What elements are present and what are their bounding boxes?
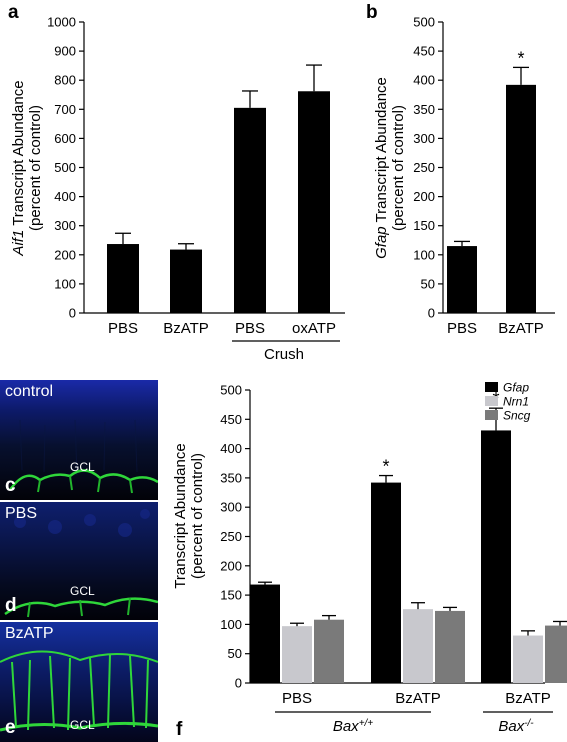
panel-letter-b: b — [366, 2, 378, 23]
chart-b-ylabel-line2: (percent of control) — [390, 105, 407, 231]
y-tick-label: 250 — [413, 160, 435, 175]
panel-letter-c: c — [5, 475, 16, 496]
y-tick-label: 450 — [220, 412, 242, 427]
y-tick-label: 400 — [220, 441, 242, 456]
y-tick-label: 0 — [69, 306, 76, 321]
y-tick-label: 150 — [220, 588, 242, 603]
legend-label-sncg: Sncg — [503, 409, 531, 423]
bar — [447, 246, 477, 313]
chart-f-ylabel: Transcript Abundance — [172, 443, 189, 588]
micrograph-control-gcl-label: GCL — [70, 460, 95, 474]
x-category-label: PBS — [235, 320, 265, 337]
micrograph-pbs-label: PBS — [5, 505, 38, 522]
x-category-label: oxATP — [292, 320, 336, 337]
x-category-label: BzATP — [395, 690, 441, 707]
chart-b-ylabel-gene: Gfap — [373, 226, 390, 259]
chart-f-ylabel-line2: (percent of control) — [189, 453, 206, 579]
group-label: Crush — [264, 346, 304, 363]
legend-swatch-sncg — [485, 410, 498, 420]
micrograph-control-image — [0, 380, 158, 500]
bar — [107, 244, 139, 313]
y-tick-label: 350 — [413, 102, 435, 117]
bar-gfap — [250, 584, 280, 683]
genotype-label: Bax+/+ — [333, 718, 373, 736]
chart-a-ylabel-line2: (percent of control) — [27, 105, 44, 231]
micrograph-pbs: PBS GCL d — [0, 502, 158, 620]
panel-letter-a: a — [8, 2, 19, 23]
x-category-label: PBS — [447, 320, 477, 337]
bar-gfap — [371, 482, 401, 683]
bar — [170, 249, 202, 313]
micrograph-pbs-gcl-label: GCL — [70, 584, 95, 598]
significance-star: * — [492, 389, 499, 409]
legend-label-gfap: Gfap — [503, 381, 529, 395]
genotype-label: Bax-/- — [498, 718, 534, 736]
bar-nrn1 — [513, 635, 543, 683]
y-tick-label: 300 — [413, 131, 435, 146]
y-tick-label: 500 — [413, 15, 435, 30]
y-tick-label: 100 — [220, 617, 242, 632]
y-tick-label: 300 — [54, 218, 76, 233]
y-tick-label: 250 — [220, 529, 242, 544]
significance-star: * — [517, 48, 524, 68]
x-category-label: BzATP — [498, 320, 544, 337]
y-tick-label: 200 — [413, 189, 435, 204]
y-tick-label: 600 — [54, 131, 76, 146]
y-tick-label: 500 — [54, 160, 76, 175]
y-tick-label: 300 — [220, 500, 242, 515]
y-tick-label: 350 — [220, 470, 242, 485]
y-tick-label: 200 — [54, 247, 76, 262]
panel-letter-f: f — [176, 719, 183, 740]
micrograph-bzatp-image — [0, 622, 158, 742]
y-tick-label: 150 — [413, 218, 435, 233]
y-tick-label: 0 — [428, 306, 435, 321]
bar — [234, 107, 266, 313]
y-tick-label: 100 — [413, 247, 435, 262]
bar-nrn1 — [282, 626, 312, 683]
bar-gfap — [481, 430, 511, 683]
chart-b-ylabel: Gfap Transcript Abundance — [373, 77, 390, 259]
legend-swatch-nrn1 — [485, 396, 498, 406]
chart-b-ylabel-rest: Transcript Abundance — [373, 77, 390, 226]
panel-letter-d: d — [5, 595, 17, 616]
y-tick-label: 0 — [235, 676, 242, 691]
bar — [298, 91, 330, 314]
y-tick-label: 1000 — [47, 15, 76, 30]
micrograph-bzatp-label: BzATP — [5, 625, 54, 642]
x-category-label: PBS — [108, 320, 138, 337]
y-tick-label: 50 — [228, 646, 242, 661]
bar-sncg — [314, 619, 344, 683]
y-tick-label: 400 — [413, 73, 435, 88]
panel-letter-e: e — [5, 717, 16, 738]
micrograph-bzatp: BzATP GCL e — [0, 622, 158, 742]
y-tick-label: 50 — [421, 276, 435, 291]
y-tick-label: 450 — [413, 44, 435, 59]
bar-sncg — [545, 625, 567, 683]
y-tick-label: 200 — [220, 558, 242, 573]
y-tick-label: 800 — [54, 73, 76, 88]
legend-label-nrn1: Nrn1 — [503, 395, 529, 409]
bar-sncg — [435, 610, 465, 683]
x-category-label: BzATP — [163, 320, 209, 337]
legend-swatch-gfap — [485, 382, 498, 392]
y-tick-label: 700 — [54, 102, 76, 117]
bar — [506, 84, 536, 313]
y-tick-label: 400 — [54, 189, 76, 204]
chart-a-ylabel-gene: Aif1 — [10, 230, 27, 257]
micrograph-control: control GCL c — [0, 380, 158, 500]
y-tick-label: 900 — [54, 44, 76, 59]
micrograph-pbs-image — [0, 502, 158, 620]
chart-a-ylabel-rest: Transcript Abundance — [10, 80, 27, 229]
y-tick-label: 100 — [54, 276, 76, 291]
y-tick-label: 500 — [220, 383, 242, 398]
micrograph-control-label: control — [5, 383, 54, 400]
chart-a-ylabel: Aif1 Transcript Abundance — [10, 80, 27, 256]
x-category-label: PBS — [282, 690, 312, 707]
x-category-label: BzATP — [505, 690, 551, 707]
significance-star: * — [382, 457, 389, 477]
bar-nrn1 — [403, 609, 433, 683]
micrograph-bzatp-gcl-label: GCL — [70, 718, 95, 732]
